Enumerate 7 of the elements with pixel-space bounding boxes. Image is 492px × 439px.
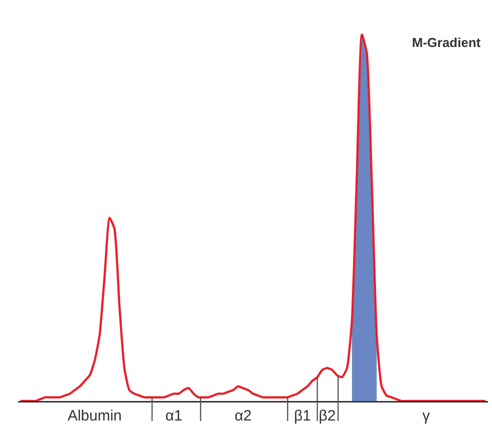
- x-tick-label: Albumin: [68, 408, 122, 424]
- x-tick-label: β1: [294, 408, 311, 424]
- x-tick-label: γ: [422, 408, 430, 424]
- annotation: M-Gradient: [412, 35, 482, 50]
- x-tick-label: α1: [165, 408, 182, 424]
- x-tick-label: β2: [318, 408, 336, 424]
- x-tick-label: α2: [234, 408, 252, 424]
